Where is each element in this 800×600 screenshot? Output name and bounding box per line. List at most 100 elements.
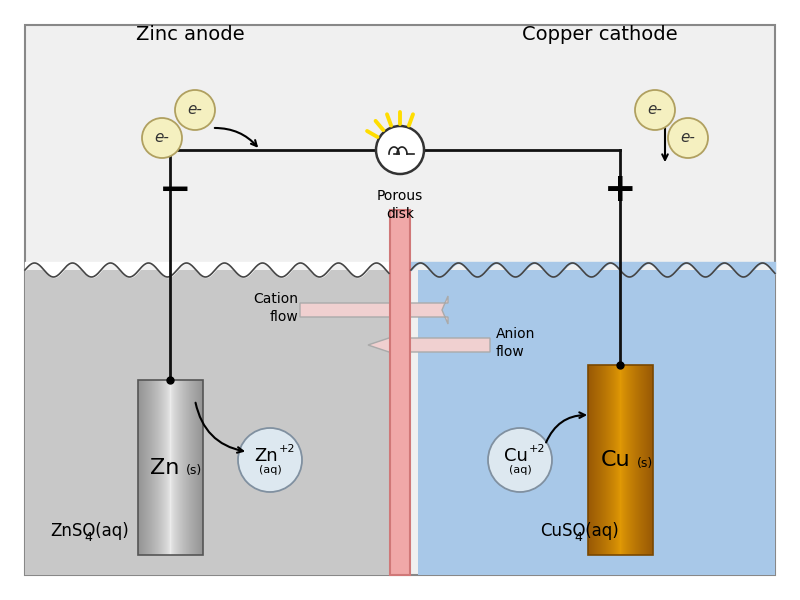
Bar [650, 365, 651, 555]
Bar [588, 365, 589, 555]
Bar [144, 380, 145, 555]
Bar [162, 380, 163, 555]
Bar [620, 365, 621, 555]
Bar [168, 380, 169, 555]
Bar [630, 365, 631, 555]
Bar [594, 365, 595, 555]
Text: +2: +2 [529, 444, 546, 454]
Bar [596, 365, 597, 555]
Bar [159, 380, 160, 555]
Bar [598, 365, 599, 555]
Bar [151, 380, 152, 555]
Bar [418, 270, 775, 575]
Bar [194, 380, 195, 555]
Bar [616, 365, 617, 555]
Bar [601, 365, 602, 555]
Bar [175, 380, 176, 555]
Bar [635, 365, 636, 555]
Bar [617, 365, 618, 555]
Bar [628, 365, 629, 555]
Bar [167, 380, 168, 555]
Bar [187, 380, 188, 555]
Polygon shape [368, 331, 490, 359]
Text: (aq): (aq) [258, 465, 282, 475]
Text: ZnSO: ZnSO [50, 522, 95, 540]
Bar [643, 365, 644, 555]
Bar [632, 365, 633, 555]
Bar [603, 365, 604, 555]
Bar [197, 380, 198, 555]
Bar [637, 365, 638, 555]
Bar [184, 380, 185, 555]
Text: e-: e- [647, 103, 662, 118]
Bar [157, 380, 158, 555]
Bar [138, 380, 139, 555]
Text: −: − [158, 171, 191, 209]
Bar [163, 380, 164, 555]
Bar [145, 380, 146, 555]
Bar [621, 365, 622, 555]
Bar [169, 380, 170, 555]
Bar [160, 380, 161, 555]
Bar [146, 380, 147, 555]
Bar [154, 380, 155, 555]
Bar [149, 380, 150, 555]
Bar [588, 365, 653, 555]
Bar [613, 365, 614, 555]
Bar [199, 380, 200, 555]
Text: Copper cathode: Copper cathode [522, 25, 678, 44]
Bar [173, 380, 174, 555]
Bar [606, 365, 607, 555]
Bar [188, 380, 189, 555]
Text: e-: e- [154, 130, 170, 145]
Bar [202, 380, 203, 555]
Bar [166, 380, 167, 555]
Text: +2: +2 [279, 444, 295, 454]
Bar [193, 380, 194, 555]
Bar [178, 380, 179, 555]
Text: Zinc anode: Zinc anode [136, 25, 244, 44]
Bar [196, 380, 197, 555]
Bar [181, 380, 182, 555]
Bar [652, 365, 653, 555]
Bar [158, 380, 159, 555]
Bar [622, 365, 623, 555]
Bar [591, 365, 592, 555]
Bar [155, 380, 156, 555]
Bar [623, 365, 624, 555]
Bar [179, 380, 180, 555]
Bar [192, 380, 193, 555]
Bar [25, 270, 407, 575]
Bar [198, 380, 199, 555]
Bar [629, 365, 630, 555]
Bar [174, 380, 175, 555]
Bar [644, 365, 645, 555]
Bar [593, 365, 594, 555]
Bar [604, 365, 605, 555]
Bar [183, 380, 184, 555]
Bar [200, 380, 201, 555]
Bar [640, 365, 641, 555]
Bar [619, 365, 620, 555]
Bar [595, 365, 596, 555]
Bar [615, 365, 616, 555]
Bar [189, 380, 190, 555]
Bar [611, 365, 612, 555]
Bar [201, 380, 202, 555]
Bar [150, 380, 151, 555]
Bar [165, 380, 166, 555]
Text: (s): (s) [186, 464, 202, 477]
Bar [647, 365, 648, 555]
Text: Cu: Cu [504, 447, 528, 465]
Bar [191, 380, 192, 555]
Bar [605, 365, 606, 555]
Bar [180, 380, 181, 555]
Text: Zn: Zn [150, 457, 180, 478]
Text: CuSO: CuSO [540, 522, 586, 540]
Bar [614, 365, 615, 555]
Bar [651, 365, 652, 555]
Bar [627, 365, 628, 555]
Circle shape [142, 118, 182, 158]
Text: Anion
flow: Anion flow [496, 328, 535, 359]
Circle shape [635, 90, 675, 130]
